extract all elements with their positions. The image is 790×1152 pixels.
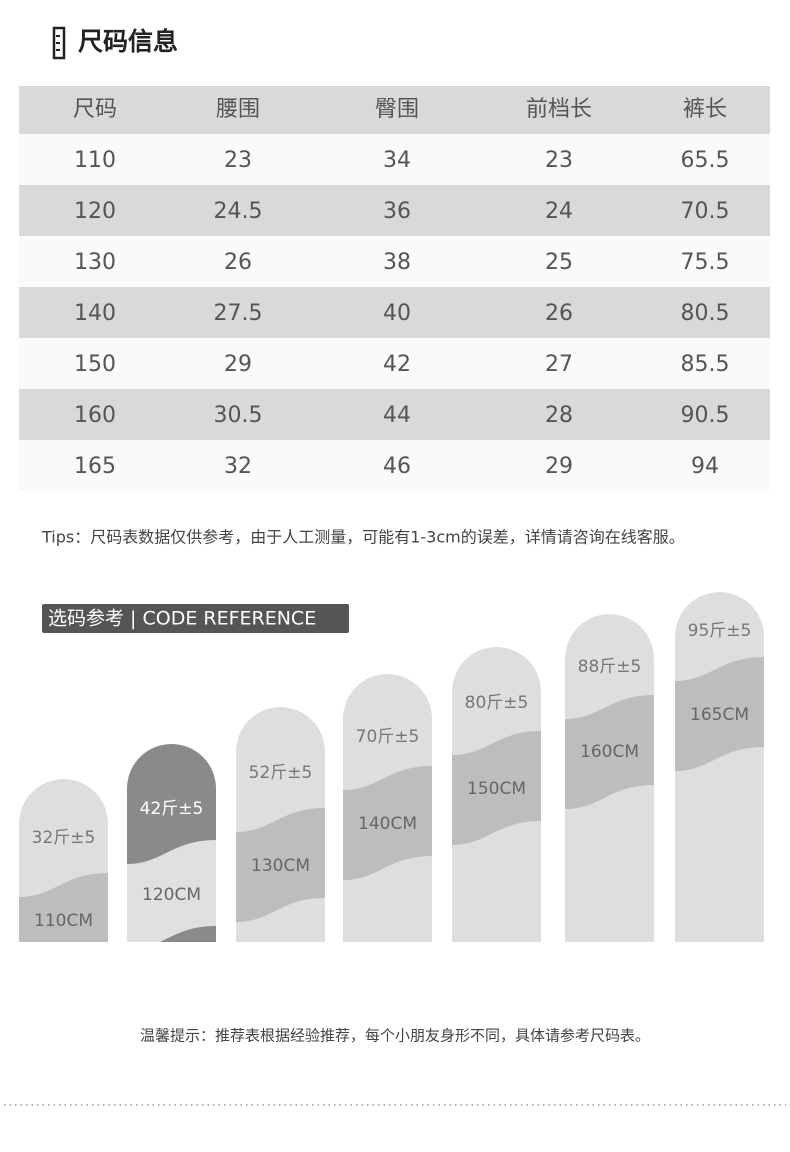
cell: 94: [691, 454, 719, 479]
reference-column: [452, 647, 541, 942]
cell: 130: [74, 250, 116, 275]
header-row: [19, 86, 770, 134]
reference-column: [675, 592, 764, 942]
cell: 26: [545, 301, 573, 326]
table-row: [19, 389, 770, 440]
note: 温馨提示：推荐表根据经验推荐，每个小朋友身形不同，具体请参考尺码表。: [140, 1027, 650, 1045]
reference-column: [565, 614, 654, 942]
cell: 80.5: [681, 301, 730, 326]
weight-label: 42斤±5: [140, 799, 204, 819]
table-row: [19, 338, 770, 389]
cell: 40: [383, 301, 411, 326]
reference-column: [127, 744, 216, 942]
tips: Tips：尺码表数据仅供参考，由于人工测量，可能有1-3cm的误差，详情请咨询在…: [41, 528, 685, 547]
cell: 29: [224, 352, 252, 377]
cell: 46: [383, 454, 411, 479]
cell: 25: [545, 250, 573, 275]
column-band: [343, 766, 432, 880]
reference-title: 选码参考 | CODE REFERENCE: [48, 608, 316, 630]
height-label: 140CM: [358, 814, 417, 834]
column-band: [565, 695, 654, 809]
cell: 27.5: [214, 301, 263, 326]
cell: 34: [383, 148, 411, 173]
table-row: [19, 287, 770, 338]
column-band: [675, 657, 764, 771]
height-label: 165CM: [690, 705, 749, 725]
cell: 24.5: [214, 199, 263, 224]
table-row: [19, 134, 770, 185]
height-label: 160CM: [580, 742, 639, 762]
column-header: 臀围: [375, 97, 419, 122]
cell: 28: [545, 403, 573, 428]
reference-label-bg: [42, 604, 349, 633]
ruler-icon: [52, 26, 66, 60]
height-label: 120CM: [142, 885, 201, 905]
cell: 160: [74, 403, 116, 428]
column-header: 前档长: [526, 97, 592, 122]
cell: 27: [545, 352, 573, 377]
reference-column: [236, 707, 325, 942]
cell: 70.5: [681, 199, 730, 224]
weight-label: 80斤±5: [465, 693, 529, 713]
size-table: 尺码 腰围 臀围 前档长 裤长 110 23 34 23 65.5 120 24.5 36 24 70.5 1…: [19, 86, 770, 491]
table-row: [19, 440, 770, 491]
weight-label: 52斤±5: [249, 763, 313, 783]
cell: 75.5: [681, 250, 730, 275]
title: 尺码信息: [78, 27, 178, 56]
cell: 42: [383, 352, 411, 377]
cell: 29: [545, 454, 573, 479]
cell: 26: [224, 250, 252, 275]
weight-label: 95斤±5: [688, 621, 752, 641]
cell: 90.5: [681, 403, 730, 428]
column-band: [236, 808, 325, 922]
column-header: 腰围: [216, 97, 260, 122]
cell: 23: [545, 148, 573, 173]
height-label: 110CM: [34, 911, 93, 931]
cell: 44: [383, 403, 411, 428]
column-band: [19, 873, 108, 942]
cell: 165: [74, 454, 116, 479]
cell: 32: [224, 454, 252, 479]
cell: 38: [383, 250, 411, 275]
reference-columns: 32斤±5 110CM 42斤±5 120CM 52斤±5 130CM 70斤±5 140CM…: [19, 592, 764, 942]
cell: 85.5: [681, 352, 730, 377]
weight-label: 88斤±5: [578, 657, 642, 677]
cell: 110: [74, 148, 116, 173]
cell: 30.5: [214, 403, 263, 428]
cell: 65.5: [681, 148, 730, 173]
cell: 150: [74, 352, 116, 377]
column-band: [452, 731, 541, 845]
reference-column: [343, 673, 432, 942]
weight-label: 70斤±5: [356, 727, 420, 747]
cell: 36: [383, 199, 411, 224]
column-header: 尺码: [73, 97, 117, 122]
cell: 120: [74, 199, 116, 224]
weight-label: 32斤±5: [32, 828, 96, 848]
reference-column: [19, 779, 109, 942]
column-header: 裤长: [683, 97, 727, 122]
column-top: [127, 744, 216, 864]
cell: 140: [74, 301, 116, 326]
cell: 24: [545, 199, 573, 224]
table-row: [19, 185, 770, 236]
height-label: 150CM: [467, 779, 526, 799]
cell: 23: [224, 148, 252, 173]
height-label: 130CM: [251, 856, 310, 876]
table-row: [19, 236, 770, 287]
